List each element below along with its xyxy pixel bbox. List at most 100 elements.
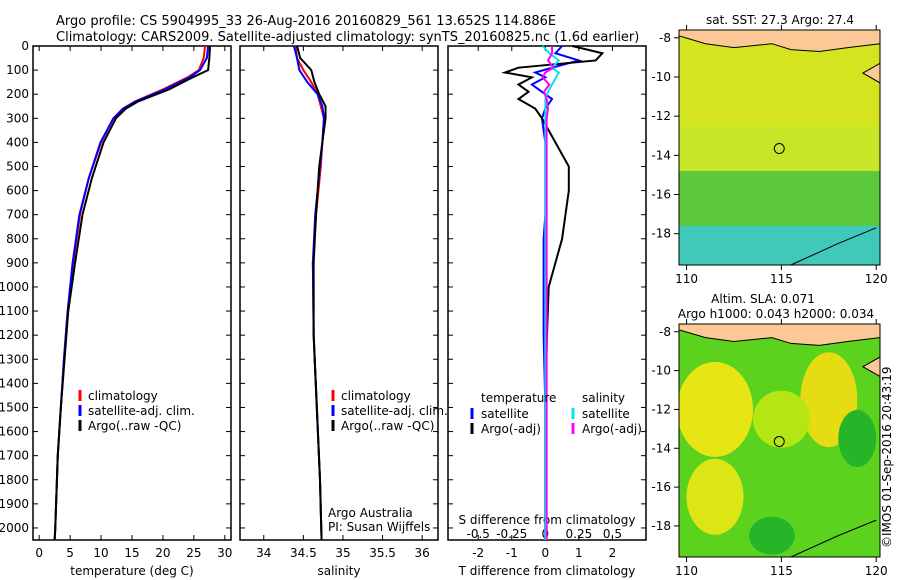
series-line-s-argo--adj- [541, 46, 555, 540]
y-tick-label: -12 [651, 402, 671, 416]
coastline-land [679, 30, 880, 53]
y-tick-label: 100 [6, 63, 29, 77]
x-tick-label: 120 [865, 272, 888, 286]
sla-map-title-line2: Argo h1000: 0.043 h2000: 0.034 [678, 307, 874, 321]
sla-blob [686, 458, 744, 535]
series-line-t-satellite [530, 45, 583, 540]
y-tick-label: -10 [651, 364, 671, 378]
title-line2: Climatology: CARS2009. Satellite-adjuste… [56, 30, 640, 45]
y-tick-label: -18 [651, 227, 671, 241]
y-tick-label: -18 [651, 519, 671, 533]
x-axis-label: salinity [317, 564, 360, 578]
x-tick-label: 34 [256, 546, 271, 560]
x2-tick-label: -0.25 [496, 527, 527, 541]
y-tick-label: -8 [659, 31, 671, 45]
y-tick-label: 1300 [0, 352, 29, 366]
argo-location-marker [773, 143, 785, 155]
y-tick-label: 700 [6, 208, 29, 222]
legend-label: Argo(-adj) [582, 422, 642, 436]
series-line-climatology [53, 45, 207, 541]
y-tick-label: -8 [659, 325, 671, 339]
credit-text: ©IMOS 01-Sep-2016 20:43:19 [880, 366, 894, 548]
x-tick-label: 36 [415, 546, 430, 560]
y-tick-label: 1600 [0, 425, 29, 439]
y-tick-label: 900 [6, 256, 29, 270]
series-line-argo---raw--qc- [53, 45, 211, 541]
x-tick-label: 25 [186, 546, 201, 560]
panel-frame [239, 45, 439, 541]
sst-map-title: sat. SST: 27.3 Argo: 27.4 [706, 13, 854, 27]
x-tick-label: 35 [335, 546, 350, 560]
map-frame [678, 323, 881, 558]
y-tick-label: 600 [6, 184, 29, 198]
y-tick-label: -14 [651, 441, 671, 455]
x-tick-label: 5 [66, 546, 74, 560]
y-tick-label: -14 [651, 148, 671, 162]
x-tick-label: 10 [93, 546, 108, 560]
legend-label: Argo(..raw -QC) [341, 419, 434, 433]
y-tick-label: 1100 [0, 304, 29, 318]
legend-heading: temperature [481, 391, 556, 405]
x-tick-label: 110 [675, 564, 698, 578]
x-tick-label: 34.5 [290, 546, 317, 560]
argo-location-marker [773, 436, 785, 448]
legend-label: Argo(..raw -QC) [88, 419, 181, 433]
sla-blob [749, 516, 795, 555]
y-tick-label: 800 [6, 232, 29, 246]
annotation-text: Argo Australia [328, 506, 413, 520]
series-line-s-satellite [541, 45, 561, 540]
x-tick-label: 1 [575, 546, 583, 560]
legend-heading: salinity [582, 391, 625, 405]
legend-label: satellite [582, 407, 630, 421]
sla-blob [679, 361, 754, 457]
x-tick-label: 2 [609, 546, 617, 560]
x-tick-label: 35.5 [369, 546, 396, 560]
coastline-land [679, 324, 880, 346]
legend-label: satellite [481, 407, 529, 421]
y-tick-label: 1400 [0, 376, 29, 390]
x-tick-label: 115 [770, 564, 793, 578]
x-tick-label: 110 [675, 272, 698, 286]
y-tick-label: 2000 [0, 521, 29, 535]
x-tick-label: 0 [542, 546, 550, 560]
y-tick-label: 1200 [0, 328, 29, 342]
sla-map: 110 115 120 -8 -10 -12 -14 -16 -18 [651, 319, 888, 578]
sla-blob [752, 390, 810, 448]
series-line-satellite-adj--clim- [53, 45, 210, 541]
sla-map-title-line1: Altim. SLA: 0.071 [711, 292, 815, 306]
x-tick-label: -1 [506, 546, 518, 560]
legend-label: climatology [341, 389, 411, 403]
y-tick-label: 0 [21, 39, 29, 53]
y-tick-label: 1500 [0, 400, 29, 414]
x-axis-label: temperature (deg C) [70, 564, 193, 578]
y-tick-label: -10 [651, 70, 671, 84]
x-tick-label: 115 [770, 272, 793, 286]
x2-tick-label: -0.5 [466, 527, 489, 541]
y-tick-label: 300 [6, 111, 29, 125]
y-tick-label: 400 [6, 135, 29, 149]
x-tick-label: -2 [472, 546, 484, 560]
x2-tick-label: 0.5 [603, 527, 622, 541]
y-tick-label: 500 [6, 159, 29, 173]
y-tick-label: 1800 [0, 473, 29, 487]
y-tick-label: -16 [651, 188, 671, 202]
y-tick-label: -16 [651, 480, 671, 494]
x2-tick-label: 0.25 [566, 527, 593, 541]
map-frame [678, 29, 881, 266]
series-line-argo---raw--qc- [296, 45, 327, 541]
annotation-text: PI: Susan Wijffels [328, 520, 430, 534]
legend-label: satellite-adj. clim. [88, 404, 195, 418]
y-tick-label: 1000 [0, 280, 29, 294]
y-tick-label: -12 [651, 109, 671, 123]
legend-label: Argo(-adj) [481, 422, 541, 436]
contour-line [790, 519, 877, 557]
x-tick-label: 120 [865, 564, 888, 578]
contour-line [790, 227, 877, 265]
x-tick-label: 30 [217, 546, 232, 560]
island [861, 356, 880, 378]
y-tick-label: 200 [6, 87, 29, 101]
legend-label: satellite-adj. clim. [341, 404, 448, 418]
x-tick-label: 15 [124, 546, 139, 560]
